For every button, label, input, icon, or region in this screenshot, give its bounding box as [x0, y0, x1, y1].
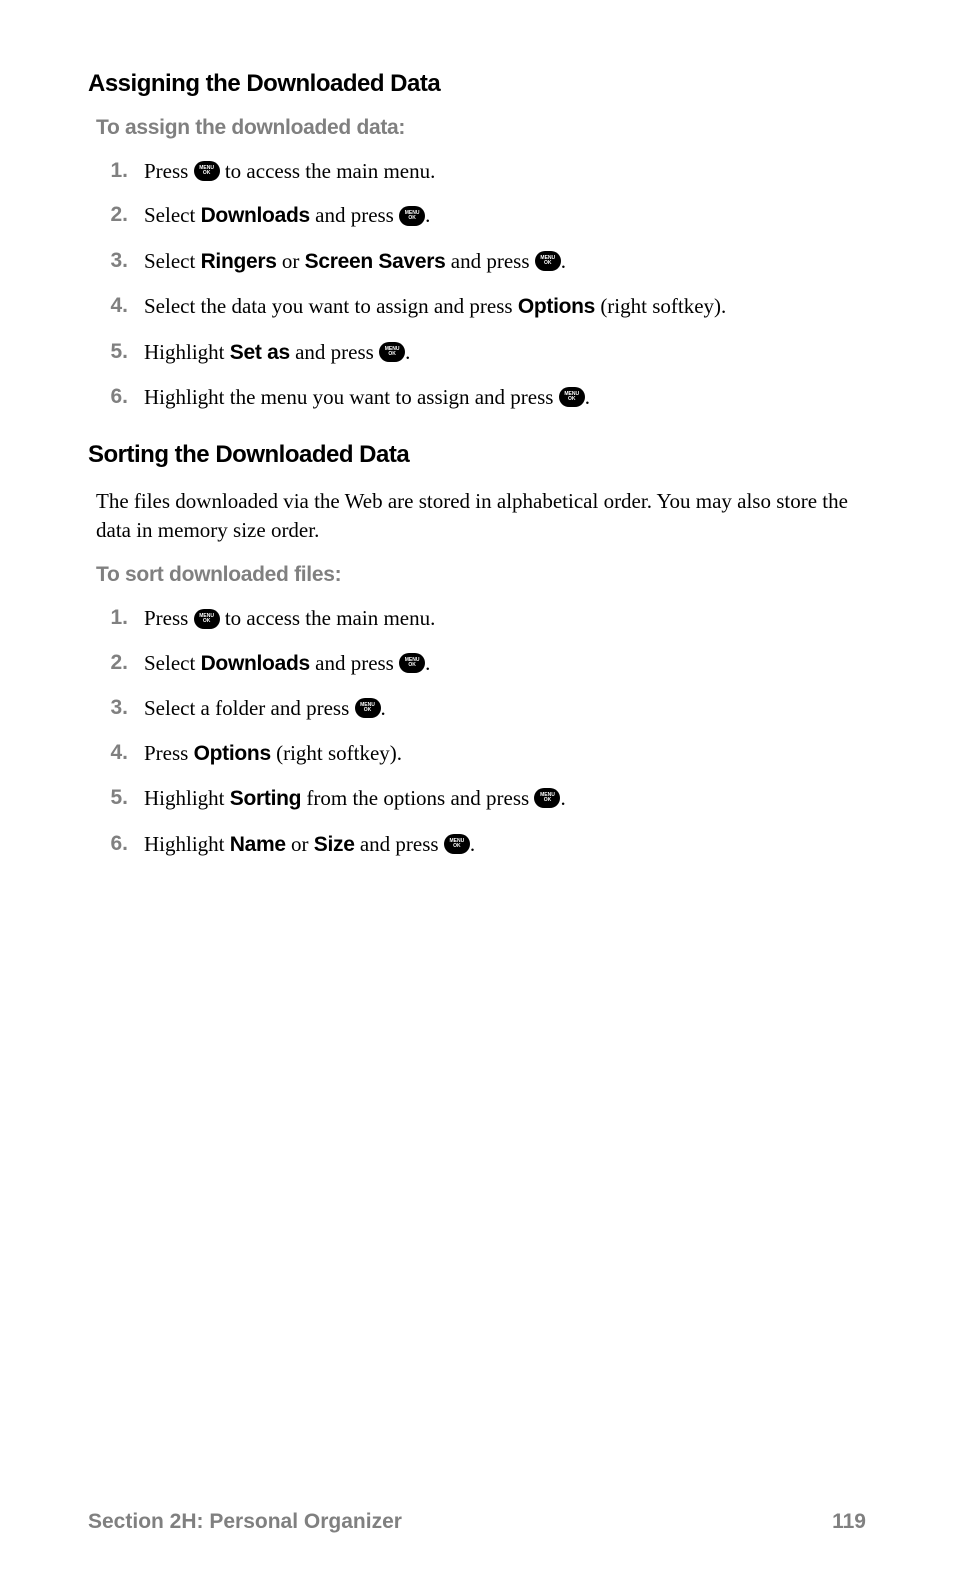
bold-term: Set as: [230, 341, 290, 364]
step-text: Highlight Name or Size and press .: [144, 829, 866, 860]
subheading-sorting: To sort downloaded files:: [96, 563, 866, 587]
step-text: Select the data you want to assign and p…: [144, 291, 866, 322]
menu-ok-icon: [355, 698, 381, 718]
step-number: 5.: [96, 783, 144, 813]
list-item: 2.Select Downloads and press .: [96, 200, 866, 231]
step-number: 5.: [96, 337, 144, 367]
menu-ok-icon: [399, 206, 425, 226]
step-text: Highlight Sorting from the options and p…: [144, 783, 866, 814]
list-item: 5.Highlight Set as and press .: [96, 337, 866, 368]
list-item: 5.Highlight Sorting from the options and…: [96, 783, 866, 814]
steps-sorting: 1.Press to access the main menu.2.Select…: [96, 603, 866, 860]
list-item: 1.Press to access the main menu.: [96, 603, 866, 633]
list-item: 6.Highlight Name or Size and press .: [96, 829, 866, 860]
menu-ok-icon: [535, 251, 561, 271]
bold-term: Ringers: [201, 250, 277, 273]
body-sorting: The files downloaded via the Web are sto…: [96, 487, 866, 546]
section-sorting: Sorting the Downloaded Data The files do…: [88, 441, 866, 860]
step-number: 1.: [96, 156, 144, 186]
bold-term: Size: [314, 833, 355, 856]
list-item: 3.Select Ringers or Screen Savers and pr…: [96, 246, 866, 277]
step-number: 4.: [96, 738, 144, 768]
step-number: 2.: [96, 648, 144, 678]
subheading-assigning: To assign the downloaded data:: [96, 116, 866, 140]
footer-section-label: Section 2H: Personal Organizer: [88, 1510, 402, 1534]
step-number: 6.: [96, 382, 144, 412]
bold-term: Options: [518, 295, 595, 318]
bold-term: Name: [230, 833, 286, 856]
step-text: Select Ringers or Screen Savers and pres…: [144, 246, 866, 277]
bold-term: Sorting: [230, 787, 301, 810]
menu-ok-icon: [559, 387, 585, 407]
bold-term: Downloads: [201, 652, 310, 675]
menu-ok-icon: [444, 834, 470, 854]
footer-page-number: 119: [832, 1510, 866, 1534]
step-number: 6.: [96, 829, 144, 859]
bold-term: Screen Savers: [305, 250, 446, 273]
step-number: 2.: [96, 200, 144, 230]
list-item: 4.Press Options (right softkey).: [96, 738, 866, 769]
step-text: Press to access the main menu.: [144, 603, 866, 633]
heading-sorting: Sorting the Downloaded Data: [88, 441, 866, 469]
menu-ok-icon: [399, 653, 425, 673]
list-item: 1.Press to access the main menu.: [96, 156, 866, 186]
step-text: Press Options (right softkey).: [144, 738, 866, 769]
menu-ok-icon: [194, 609, 220, 629]
step-text: Select a folder and press .: [144, 693, 866, 723]
bold-term: Downloads: [201, 204, 310, 227]
step-text: Select Downloads and press .: [144, 200, 866, 231]
step-number: 3.: [96, 246, 144, 276]
step-text: Highlight Set as and press .: [144, 337, 866, 368]
steps-assigning: 1.Press to access the main menu.2.Select…: [96, 156, 866, 413]
step-text: Press to access the main menu.: [144, 156, 866, 186]
page-footer: Section 2H: Personal Organizer 119: [88, 1510, 866, 1534]
list-item: 6.Highlight the menu you want to assign …: [96, 382, 866, 412]
page-content: Assigning the Downloaded Data To assign …: [0, 0, 954, 860]
section-assigning: Assigning the Downloaded Data To assign …: [88, 70, 866, 413]
menu-ok-icon: [194, 161, 220, 181]
step-text: Select Downloads and press .: [144, 648, 866, 679]
menu-ok-icon: [534, 788, 560, 808]
step-text: Highlight the menu you want to assign an…: [144, 382, 866, 412]
step-number: 1.: [96, 603, 144, 633]
step-number: 4.: [96, 291, 144, 321]
list-item: 2.Select Downloads and press .: [96, 648, 866, 679]
bold-term: Options: [194, 742, 271, 765]
menu-ok-icon: [379, 342, 405, 362]
step-number: 3.: [96, 693, 144, 723]
heading-assigning: Assigning the Downloaded Data: [88, 70, 866, 98]
list-item: 4.Select the data you want to assign and…: [96, 291, 866, 322]
list-item: 3.Select a folder and press .: [96, 693, 866, 723]
